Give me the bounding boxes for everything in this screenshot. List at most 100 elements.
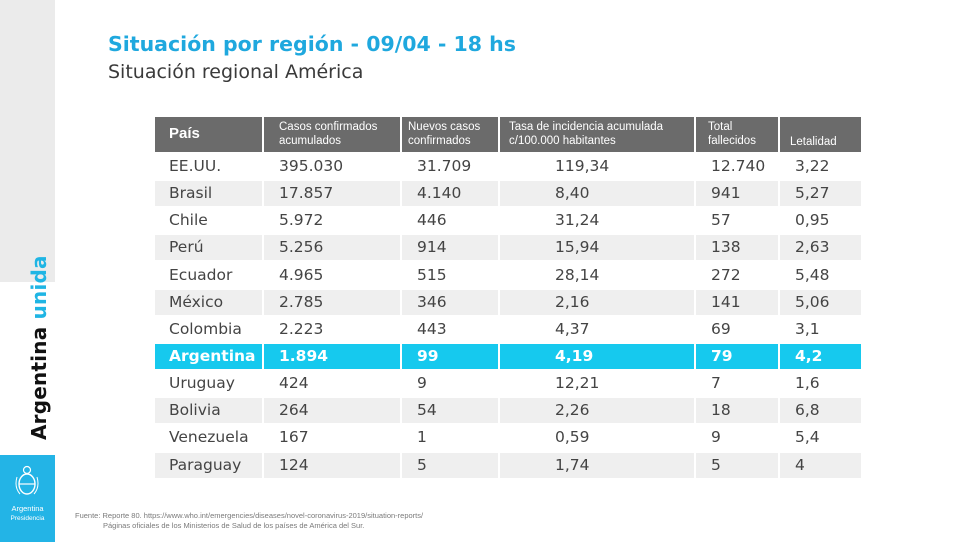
table-cell: 0,95 bbox=[780, 208, 861, 234]
table-cell: 4,37 bbox=[500, 316, 694, 342]
header-casos-confirmados: Casos confirmados acumulados bbox=[264, 117, 400, 152]
table-cell: 2,26 bbox=[500, 398, 694, 424]
header-tasa-incidencia: Tasa de incidencia acumulada c/100.000 h… bbox=[500, 117, 694, 152]
table-cell: 4,2 bbox=[780, 343, 861, 369]
table-cell: 9 bbox=[696, 425, 778, 451]
table-cell: 167 bbox=[264, 425, 400, 451]
table-cell: 515 bbox=[402, 262, 498, 288]
table-cell: 0,59 bbox=[500, 425, 694, 451]
brand-word-argentina: Argentina bbox=[27, 326, 51, 440]
table-cell: 443 bbox=[402, 316, 498, 342]
table-cell: 57 bbox=[696, 208, 778, 234]
table-cell: 99 bbox=[402, 343, 498, 369]
table-cell: 1,6 bbox=[780, 371, 861, 397]
header-letalidad: Letalidad bbox=[780, 117, 861, 152]
table-cell: 264 bbox=[264, 398, 400, 424]
sidebar-top-panel bbox=[0, 0, 55, 282]
table-cell: 69 bbox=[696, 316, 778, 342]
table-row: Venezuela 167 1 0,59 9 5,4 bbox=[155, 424, 861, 451]
table-cell: 7 bbox=[696, 371, 778, 397]
presidencia-badge: Argentina Presidencia bbox=[0, 455, 55, 542]
table-row: Colombia 2.223 443 4,37 69 3,1 bbox=[155, 316, 861, 343]
table-cell: 6,8 bbox=[780, 398, 861, 424]
table-cell: 3,22 bbox=[780, 154, 861, 179]
page-title: Situación por región - 09/04 - 18 hs bbox=[108, 32, 516, 56]
table-cell: Chile bbox=[155, 208, 262, 234]
table-row: Brasil 17.857 4.140 8,40 941 5,27 bbox=[155, 180, 861, 207]
table-cell: 4.965 bbox=[264, 262, 400, 288]
table-cell: 4,19 bbox=[500, 343, 694, 369]
table-cell: 2.785 bbox=[264, 289, 400, 315]
table-row: México 2.785 346 2,16 141 5,06 bbox=[155, 289, 861, 316]
table-cell: EE.UU. bbox=[155, 154, 262, 179]
table-cell: 54 bbox=[402, 398, 498, 424]
table-row: Bolivia 264 54 2,26 18 6,8 bbox=[155, 397, 861, 424]
table-cell: Brasil bbox=[155, 181, 262, 207]
table-body: EE.UU. 395.030 31.709 119,34 12.740 3,22 Brasi… bbox=[155, 153, 861, 479]
table-cell: Bolivia bbox=[155, 398, 262, 424]
table-cell: México bbox=[155, 289, 262, 315]
table-cell: Venezuela bbox=[155, 425, 262, 451]
table-cell: 4 bbox=[780, 452, 861, 478]
table-row: EE.UU. 395.030 31.709 119,34 12.740 3,22 bbox=[155, 153, 861, 180]
table-cell: 272 bbox=[696, 262, 778, 288]
seal-label-presidencia: Presidencia bbox=[10, 515, 45, 522]
coat-of-arms-icon bbox=[15, 465, 39, 495]
table-row: Uruguay 424 9 12,21 7 1,6 bbox=[155, 370, 861, 397]
table-cell: 5,48 bbox=[780, 262, 861, 288]
table-cell: 3,1 bbox=[780, 316, 861, 342]
table-row: Paraguay 124 5 1,74 5 4 bbox=[155, 452, 861, 479]
table-cell: 79 bbox=[696, 343, 778, 369]
table-cell: 1,74 bbox=[500, 452, 694, 478]
table-cell: 2,16 bbox=[500, 289, 694, 315]
footnote-line-1: Fuente: Reporte 80. https://www.who.int/… bbox=[75, 511, 424, 520]
table-cell: 5,4 bbox=[780, 425, 861, 451]
header-pais: País bbox=[155, 117, 262, 152]
table-cell: Paraguay bbox=[155, 452, 262, 478]
table-cell: 4.140 bbox=[402, 181, 498, 207]
table-cell: 8,40 bbox=[500, 181, 694, 207]
table-row: Chile 5.972 446 31,24 57 0,95 bbox=[155, 207, 861, 234]
table-cell: 12.740 bbox=[696, 154, 778, 179]
page-subtitle: Situación regional América bbox=[108, 61, 364, 83]
table-cell: 5,27 bbox=[780, 181, 861, 207]
table-cell: 5 bbox=[696, 452, 778, 478]
table-cell: 31,24 bbox=[500, 208, 694, 234]
table-cell: 124 bbox=[264, 452, 400, 478]
footnote-line-2: Páginas oficiales de los Ministerios de … bbox=[103, 521, 365, 530]
brand-word-unida: unida bbox=[27, 255, 51, 320]
table-cell: 5.972 bbox=[264, 208, 400, 234]
table-cell: 28,14 bbox=[500, 262, 694, 288]
table-cell: 5 bbox=[402, 452, 498, 478]
brand-vertical-logo: Argentina unida bbox=[0, 255, 55, 450]
table-cell: 119,34 bbox=[500, 154, 694, 179]
table-cell: 446 bbox=[402, 208, 498, 234]
region-table: País Casos confirmados acumulados Nuevos… bbox=[155, 117, 861, 479]
table-cell: 9 bbox=[402, 371, 498, 397]
table-cell: 395.030 bbox=[264, 154, 400, 179]
table-cell: 31.709 bbox=[402, 154, 498, 179]
table-cell: 1 bbox=[402, 425, 498, 451]
table-row: Argentina 1.894 99 4,19 79 4,2 bbox=[155, 343, 861, 370]
table-cell: 5,06 bbox=[780, 289, 861, 315]
table-cell: 138 bbox=[696, 235, 778, 261]
table-cell: Argentina bbox=[155, 343, 262, 369]
table-cell: Ecuador bbox=[155, 262, 262, 288]
table-cell: 2.223 bbox=[264, 316, 400, 342]
header-total-fallecidos: Total fallecidos bbox=[696, 117, 778, 152]
table-cell: 12,21 bbox=[500, 371, 694, 397]
table-row: Ecuador 4.965 515 28,14 272 5,48 bbox=[155, 262, 861, 289]
table-cell: Perú bbox=[155, 235, 262, 261]
table-cell: 141 bbox=[696, 289, 778, 315]
header-nuevos-casos: Nuevos casos confirmados bbox=[402, 117, 498, 152]
table-cell: 15,94 bbox=[500, 235, 694, 261]
table-cell: 941 bbox=[696, 181, 778, 207]
table-row: Perú 5.256 914 15,94 138 2,63 bbox=[155, 234, 861, 261]
table-header: País Casos confirmados acumulados Nuevos… bbox=[155, 117, 861, 152]
table-cell: 424 bbox=[264, 371, 400, 397]
seal-label-argentina: Argentina bbox=[11, 504, 44, 513]
table-cell: Uruguay bbox=[155, 371, 262, 397]
source-footnote: Fuente: Reporte 80. https://www.who.int/… bbox=[75, 511, 423, 531]
table-cell: Colombia bbox=[155, 316, 262, 342]
table-cell: 17.857 bbox=[264, 181, 400, 207]
